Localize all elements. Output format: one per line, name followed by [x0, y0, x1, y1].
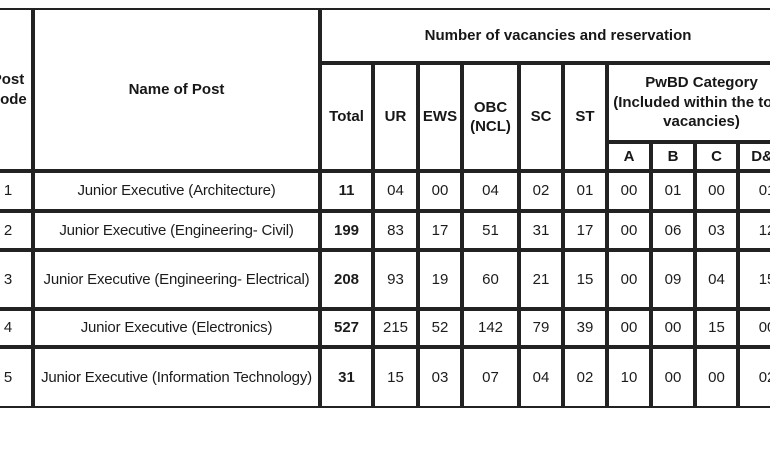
post-name-cell: Junior Executive (Information Technology…	[33, 347, 320, 408]
table-row: 3 Junior Executive (Engineering- Electri…	[0, 250, 770, 309]
total-cell: 527	[320, 309, 373, 347]
column-header-pwbd-de: D&E	[738, 142, 770, 171]
pwbd-b-cell: 00	[651, 309, 695, 347]
header-row-categories: Total UR EWS OBC (NCL) SC ST PwBD Catego…	[0, 63, 770, 171]
st-cell: 01	[563, 171, 607, 211]
obc-cell: 142	[462, 309, 519, 347]
sc-cell: 02	[519, 171, 563, 211]
ews-cell: 19	[418, 250, 462, 309]
ur-cell: 215	[373, 309, 418, 347]
column-header-pwbd-group: PwBD Category (Included within the total…	[607, 63, 770, 142]
pwbd-a-cell: 00	[607, 211, 651, 250]
pwbd-b-cell: 01	[651, 171, 695, 211]
pwbd-a-cell: 00	[607, 309, 651, 347]
column-header-ur: UR	[373, 63, 418, 171]
pwbd-b-cell: 00	[651, 347, 695, 408]
st-cell: 02	[563, 347, 607, 408]
total-cell: 208	[320, 250, 373, 309]
header-row-pwbd: A B C D&E	[0, 142, 770, 171]
post-name-cell: Junior Executive (Architecture)	[33, 171, 320, 211]
column-header-pwbd-b: B	[651, 142, 695, 171]
column-header-obc-ncl: OBC (NCL)	[462, 63, 519, 171]
sc-cell: 04	[519, 347, 563, 408]
vacancy-table: Post Code Name of Post Number of vacanci…	[0, 8, 770, 408]
st-cell: 15	[563, 250, 607, 309]
total-cell: 11	[320, 171, 373, 211]
sc-cell: 31	[519, 211, 563, 250]
obc-cell: 04	[462, 171, 519, 211]
post-code-cell: 3	[0, 250, 33, 309]
post-name-cell: Junior Executive (Engineering- Civil)	[33, 211, 320, 250]
pwbd-de-cell: 01	[738, 171, 770, 211]
post-code-cell: 2	[0, 211, 33, 250]
table-row: 5 Junior Executive (Information Technolo…	[0, 347, 770, 408]
section-header-vacancies: Number of vacancies and reservation	[320, 8, 770, 63]
column-header-name-of-post: Name of Post	[33, 8, 320, 171]
ur-cell: 83	[373, 211, 418, 250]
sc-cell: 79	[519, 309, 563, 347]
pwbd-de-cell: 00	[738, 309, 770, 347]
post-name-cell: Junior Executive (Electronics)	[33, 309, 320, 347]
pwbd-c-cell: 00	[695, 347, 738, 408]
ews-cell: 03	[418, 347, 462, 408]
pwbd-b-cell: 09	[651, 250, 695, 309]
column-header-st: ST	[563, 63, 607, 171]
total-cell: 199	[320, 211, 373, 250]
pwbd-a-cell: 00	[607, 171, 651, 211]
pwbd-c-cell: 00	[695, 171, 738, 211]
ur-cell: 15	[373, 347, 418, 408]
sc-cell: 21	[519, 250, 563, 309]
column-header-total: Total	[320, 63, 373, 171]
pwbd-c-cell: 15	[695, 309, 738, 347]
ews-cell: 00	[418, 171, 462, 211]
post-code-cell: 5	[0, 347, 33, 408]
pwbd-a-cell: 00	[607, 250, 651, 309]
total-cell: 31	[320, 347, 373, 408]
pwbd-c-cell: 03	[695, 211, 738, 250]
pwbd-de-cell: 15	[738, 250, 770, 309]
obc-cell: 60	[462, 250, 519, 309]
table-row: 2 Junior Executive (Engineering- Civil) …	[0, 211, 770, 250]
header-row-group: Post Code Name of Post Number of vacanci…	[0, 8, 770, 171]
ews-cell: 52	[418, 309, 462, 347]
column-header-post-code: Post Code	[0, 8, 33, 171]
pwbd-b-cell: 06	[651, 211, 695, 250]
table-row: 1 Junior Executive (Architecture) 11 04 …	[0, 171, 770, 211]
column-header-pwbd-a: A	[607, 142, 651, 171]
post-code-cell: 4	[0, 309, 33, 347]
st-cell: 17	[563, 211, 607, 250]
obc-cell: 51	[462, 211, 519, 250]
column-header-ews: EWS	[418, 63, 462, 171]
column-header-sc: SC	[519, 63, 563, 171]
post-name-cell: Junior Executive (Engineering- Electrica…	[33, 250, 320, 309]
ur-cell: 04	[373, 171, 418, 211]
column-header-pwbd-c: C	[695, 142, 738, 171]
pwbd-a-cell: 10	[607, 347, 651, 408]
table-row: 4 Junior Executive (Electronics) 527 215…	[0, 309, 770, 347]
ews-cell: 17	[418, 211, 462, 250]
pwbd-c-cell: 04	[695, 250, 738, 309]
pwbd-de-cell: 02	[738, 347, 770, 408]
pwbd-de-cell: 12	[738, 211, 770, 250]
ur-cell: 93	[373, 250, 418, 309]
st-cell: 39	[563, 309, 607, 347]
obc-cell: 07	[462, 347, 519, 408]
post-code-cell: 1	[0, 171, 33, 211]
